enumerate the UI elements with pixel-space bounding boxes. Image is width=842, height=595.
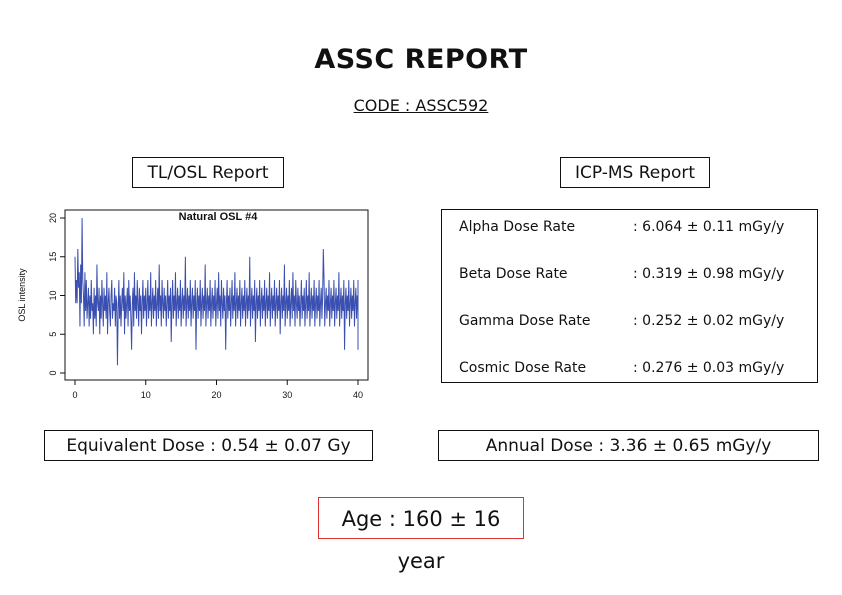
osl-chart: Natural OSL #4 OSL intensity 0 10 20 30 40 0 5…: [17, 209, 369, 400]
osl-series-line: [74, 217, 359, 366]
y-tick-label: 10: [48, 290, 58, 300]
y-tick-label: 0: [48, 370, 58, 375]
chart-y-axis-label: OSL intensity: [17, 268, 27, 322]
annual-dose-box: Annual Dose : 3.36 ± 0.65 mGy/y: [438, 430, 819, 461]
icp-ms-dose-rates: Alpha Dose Rate : 6.064 ± 0.11 mGy/y Bet…: [441, 209, 818, 383]
gamma-dose-label: Gamma Dose Rate: [459, 313, 591, 329]
icp-ms-report-label: ICP-MS Report: [560, 157, 710, 188]
x-tick-label: 0: [72, 390, 77, 400]
tl-osl-report-label: TL/OSL Report: [132, 157, 284, 188]
y-tick-label: 5: [48, 332, 58, 337]
x-tick-label: 30: [282, 390, 292, 400]
beta-dose-value: : 0.319 ± 0.98 mGy/y: [633, 266, 785, 282]
cosmic-dose-value: : 0.276 ± 0.03 mGy/y: [633, 360, 785, 376]
chart-title: Natural OSL #4: [179, 211, 259, 223]
y-tick-label: 15: [48, 252, 58, 262]
equivalent-dose-box: Equivalent Dose : 0.54 ± 0.07 Gy: [44, 430, 373, 461]
x-tick-label: 20: [211, 390, 221, 400]
report-title: ASSC REPORT: [314, 44, 528, 75]
alpha-dose-label: Alpha Dose Rate: [459, 219, 576, 235]
cosmic-dose-label: Cosmic Dose Rate: [459, 360, 587, 376]
x-tick-label: 10: [141, 390, 151, 400]
gamma-dose-value: : 0.252 ± 0.02 mGy/y: [633, 313, 785, 329]
report-code: CODE : ASSC592: [353, 96, 489, 115]
age-result-box: Age : 160 ± 16 year: [318, 497, 524, 573]
alpha-dose-value: : 6.064 ± 0.11 mGy/y: [633, 219, 785, 235]
x-tick-label: 40: [353, 390, 363, 400]
beta-dose-label: Beta Dose Rate: [459, 266, 568, 282]
y-tick-label: 20: [48, 213, 58, 223]
